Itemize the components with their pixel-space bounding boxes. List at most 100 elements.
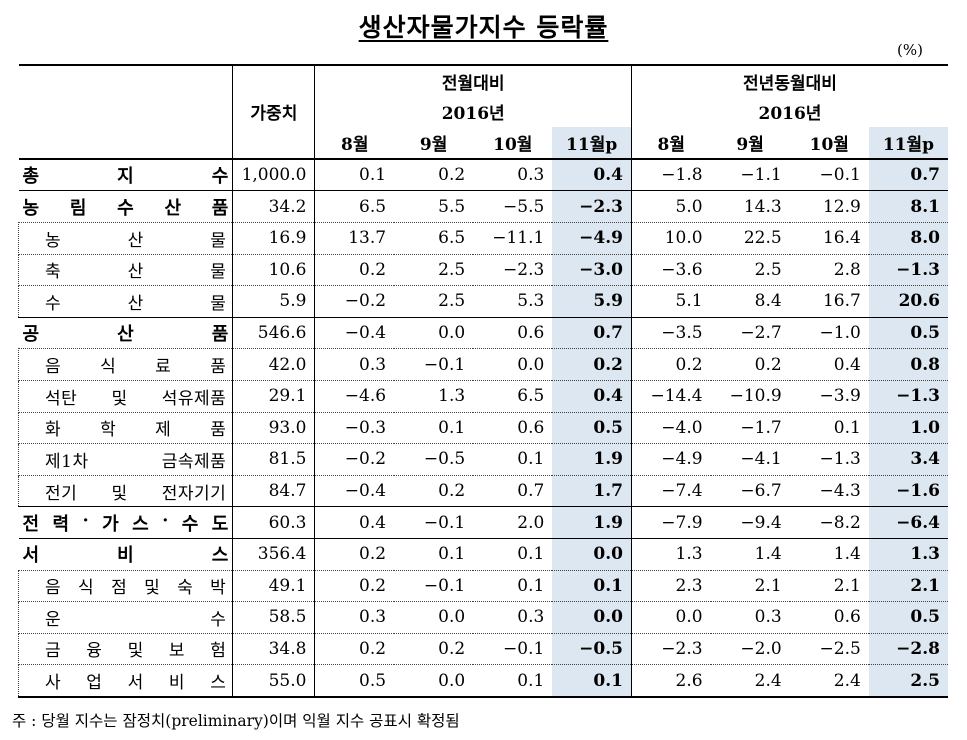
yoy-value-cell: 10.0 bbox=[630, 221, 711, 255]
yoy-value-cell: −3.6 bbox=[630, 253, 711, 286]
row-label-part: 료 bbox=[155, 357, 172, 378]
row-label-part: 금속제품 bbox=[161, 451, 227, 472]
yoy-value-cell: −1.3 bbox=[789, 443, 869, 476]
table-row: 공 산 품 546.6 −0.4 0.0 0.6 0.7 −3.5 −2.7 −1.0 0.5 bbox=[18, 316, 948, 349]
yoy-value-cell: −1.3 bbox=[868, 379, 948, 413]
header-group-yoy: 전년동월대비 bbox=[630, 64, 948, 97]
yoy-value-cell: 0.1 bbox=[789, 411, 869, 444]
mom-value-cell: 1.3 bbox=[394, 379, 474, 413]
yoy-value-cell: −3.5 bbox=[630, 316, 711, 349]
yoy-value-cell: −6.4 bbox=[868, 506, 948, 539]
mom-value-cell: −2.3 bbox=[552, 190, 632, 223]
row-label-part: 융 bbox=[86, 641, 103, 662]
weight-cell: 16.9 bbox=[232, 221, 315, 255]
row-label-part: 물 bbox=[210, 293, 227, 314]
yoy-value-cell: −4.0 bbox=[630, 411, 711, 444]
table-row: 서 비 스 356.4 0.2 0.1 0.1 0.0 1.3 1.4 1.4 1.3 bbox=[18, 537, 948, 570]
mom-value-cell: 0.1 bbox=[394, 537, 474, 570]
row-label-part: 박 bbox=[210, 578, 227, 599]
mom-value-cell: 0.1 bbox=[473, 443, 553, 476]
yoy-value-cell: −2.7 bbox=[710, 316, 790, 349]
table-row: 음 식 점 및 숙 박 49.1 0.2 −0.1 0.1 0.1 2.3 2.1 2.1 2.1 bbox=[17, 569, 948, 602]
row-label-part: 험 bbox=[210, 641, 227, 662]
mom-value-cell: 0.2 bbox=[314, 253, 395, 286]
row-label-part: 력 bbox=[52, 513, 70, 535]
yoy-value-cell: −1.8 bbox=[630, 157, 711, 191]
row-label-part: 농 bbox=[22, 197, 40, 219]
row-label-part: 품 bbox=[211, 324, 229, 346]
table-row: 농 산 물 16.9 13.7 6.5 −11.1 −4.9 10.0 22.5 16.4 8.0 bbox=[17, 221, 948, 255]
row-label-part: 및 bbox=[111, 483, 128, 504]
table-row: 화 학 제 품 93.0 −0.3 0.1 0.6 0.5 −4.0 −1.7 0.1 1.0 bbox=[17, 411, 948, 444]
mom-value-cell: 1.9 bbox=[552, 443, 632, 476]
row-label-part: 점 bbox=[111, 578, 128, 599]
row-label-part: 림 bbox=[69, 197, 87, 219]
yoy-value-cell: 2.1 bbox=[710, 569, 790, 602]
mom-value-cell: −0.5 bbox=[394, 443, 474, 476]
row-label-part: 수 bbox=[210, 609, 227, 630]
yoy-value-cell: −1.7 bbox=[710, 411, 790, 444]
mom-value-cell: 1.9 bbox=[552, 506, 632, 539]
mom-value-cell: 0.0 bbox=[394, 316, 474, 349]
footnote: 주 : 당월 지수는 잠정치(preliminary)이며 익월 지수 공표시 … bbox=[12, 712, 460, 730]
row-label: 전 력 · 가 스 · 수 도 bbox=[18, 506, 233, 539]
row-label-part: 학 bbox=[100, 420, 117, 441]
yoy-value-cell: 5.0 bbox=[630, 190, 711, 223]
row-label-part: 산 bbox=[127, 262, 144, 283]
table-row: 제1차 금속제품 81.5 −0.2 −0.5 0.1 1.9 −4.9 −4.1 −1.3 3.4 bbox=[17, 443, 948, 476]
yoy-value-cell: 0.2 bbox=[710, 348, 790, 381]
row-label-part: 서 bbox=[127, 673, 144, 694]
yoy-value-cell: 22.5 bbox=[710, 221, 790, 255]
yoy-value-cell: 0.4 bbox=[789, 348, 869, 381]
row-label: 석탄 및 석유제품 bbox=[17, 379, 233, 413]
mom-value-cell: −0.1 bbox=[394, 348, 474, 381]
table-row: 음 식 료 품 42.0 0.3 −0.1 0.0 0.2 0.2 0.2 0.4 0.8 bbox=[17, 348, 948, 381]
row-label-part: 및 bbox=[144, 578, 161, 599]
mom-value-cell: 0.6 bbox=[473, 316, 553, 349]
yoy-value-cell: −1.1 bbox=[710, 157, 790, 191]
mom-value-cell: 6.5 bbox=[473, 379, 553, 413]
row-label: 제1차 금속제품 bbox=[17, 443, 233, 476]
mom-value-cell: 0.0 bbox=[394, 664, 474, 698]
weight-cell: 34.8 bbox=[232, 632, 315, 665]
header-year-mom: 2016년 bbox=[314, 96, 632, 128]
yoy-value-cell: 1.4 bbox=[789, 537, 869, 570]
row-label-part: 수 bbox=[211, 166, 229, 188]
yoy-value-cell: −4.9 bbox=[630, 443, 711, 476]
mom-value-cell: −0.1 bbox=[394, 506, 474, 539]
yoy-value-cell: 0.5 bbox=[868, 601, 948, 634]
mom-value-cell: 0.0 bbox=[552, 601, 632, 634]
row-label-part: 스 bbox=[211, 545, 229, 567]
ppi-table: 가중치 전월대비 전년동월대비 2016년 2016년 8월 9월 10월 11… bbox=[17, 64, 948, 698]
row-label-part: 품 bbox=[211, 197, 229, 219]
row-label-part: 물 bbox=[210, 230, 227, 251]
mom-value-cell: −2.3 bbox=[473, 253, 553, 286]
mom-value-cell: −4.9 bbox=[552, 221, 632, 255]
row-label-part: 지 bbox=[117, 166, 134, 188]
mom-value-cell: −0.5 bbox=[552, 632, 632, 665]
header-row-years: 2016년 2016년 bbox=[19, 96, 948, 128]
row-label-part: 비 bbox=[168, 673, 186, 694]
row-label-part: 운 bbox=[45, 609, 62, 630]
row-label-part: 음 bbox=[45, 357, 62, 378]
row-label-part: 화 bbox=[45, 420, 62, 441]
header-month: 10월 bbox=[493, 134, 533, 155]
yoy-value-cell: 0.6 bbox=[789, 601, 869, 634]
header-row-groups: 가중치 전월대비 전년동월대비 bbox=[18, 64, 948, 159]
yoy-value-cell: 16.7 bbox=[789, 285, 869, 318]
mom-value-cell: −0.3 bbox=[314, 411, 395, 444]
yoy-value-cell: 1.3 bbox=[630, 537, 711, 570]
yoy-value-cell: −7.9 bbox=[630, 506, 711, 539]
table-row: 총 지 수 1,000.0 0.1 0.2 0.3 0.4 −1.8 −1.1 −0.1 0.7 bbox=[18, 157, 948, 191]
table-row: 금 융 및 보 험 34.8 0.2 0.2 −0.1 −0.5 −2.3 −2.0 −2.5 −2.8 bbox=[17, 632, 948, 665]
mom-value-cell: 0.3 bbox=[314, 601, 395, 634]
yoy-value-cell: 8.4 bbox=[710, 285, 790, 318]
weight-cell: 55.0 bbox=[232, 664, 315, 698]
table-row: 축 산 물 10.6 0.2 2.5 −2.3 −3.0 −3.6 2.5 2.8 −1.3 bbox=[17, 253, 948, 286]
yoy-value-cell: −0.1 bbox=[789, 157, 869, 191]
table-row: 석탄 및 석유제품 29.1 −4.6 1.3 6.5 0.4 −14.4 −10.9 −3.9 −1… bbox=[17, 379, 948, 413]
row-label-part: 농 bbox=[45, 230, 62, 251]
yoy-value-cell: 8.0 bbox=[868, 221, 948, 255]
